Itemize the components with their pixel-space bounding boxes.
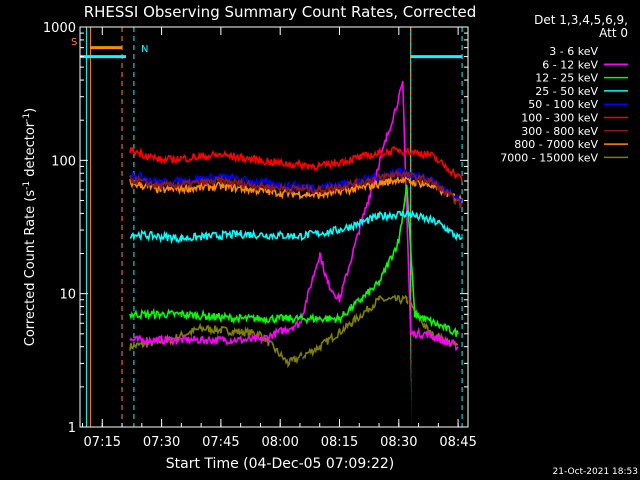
marker-n: N: [141, 44, 148, 55]
x-tick-label: 08:45: [439, 435, 476, 450]
plot-area: [80, 27, 463, 428]
legend-label: 3 - 6 keV: [549, 45, 598, 58]
y-axis-label: Corrected Count Rate (s-1 detector-1): [22, 108, 38, 346]
x-tick-label: 08:00: [261, 435, 298, 450]
series-line: [129, 80, 459, 352]
series-line: [129, 175, 463, 204]
series-line: [129, 145, 463, 183]
legend-label: 800 - 7000 keV: [514, 138, 598, 151]
legend-header-1: Det 1,3,4,5,6,9,: [534, 13, 628, 27]
x-tick-label: 08:30: [380, 435, 417, 450]
legend-label: 25 - 50 keV: [535, 85, 598, 98]
series-line: [129, 209, 463, 245]
series-line: [129, 169, 463, 210]
series-line: [129, 184, 459, 337]
y-tick-label: 10: [59, 288, 76, 303]
marker-s: S: [71, 37, 77, 48]
y-axis: 1 10 100 1000: [43, 21, 468, 436]
y-tick-label: 1: [68, 421, 76, 436]
y-tick-label: 100: [51, 154, 76, 169]
series-line: [129, 294, 459, 369]
legend-label: 100 - 300 keV: [521, 112, 598, 125]
legend-label: 12 - 25 keV: [535, 72, 598, 85]
legend-label: 7000 - 15000 keV: [500, 151, 598, 164]
x-tick-label: 08:15: [321, 435, 358, 450]
legend-label: 300 - 800 keV: [521, 125, 598, 138]
legend-label: 6 - 12 keV: [542, 58, 598, 71]
footer-date: 21-Oct-2021 18:53: [553, 467, 638, 477]
x-tick-label: 07:45: [202, 435, 239, 450]
x-tick-label: 07:30: [143, 435, 180, 450]
legend-header-2: Att 0: [599, 26, 628, 40]
x-axis-label: Start Time (04-Dec-05 07:09:22): [166, 456, 394, 472]
plot-frame: [79, 26, 469, 428]
y-tick-label: 1000: [43, 21, 76, 36]
legend-label: 50 - 100 keV: [528, 98, 598, 111]
series-line: [160, 132, 412, 428]
x-tick-label: 07:15: [84, 435, 121, 450]
x-axis: 07:15 07:30 07:45 08:00 08:15 08:30 08:45: [82, 27, 477, 450]
chart-title: RHESSI Observing Summary Count Rates, Co…: [84, 3, 477, 21]
